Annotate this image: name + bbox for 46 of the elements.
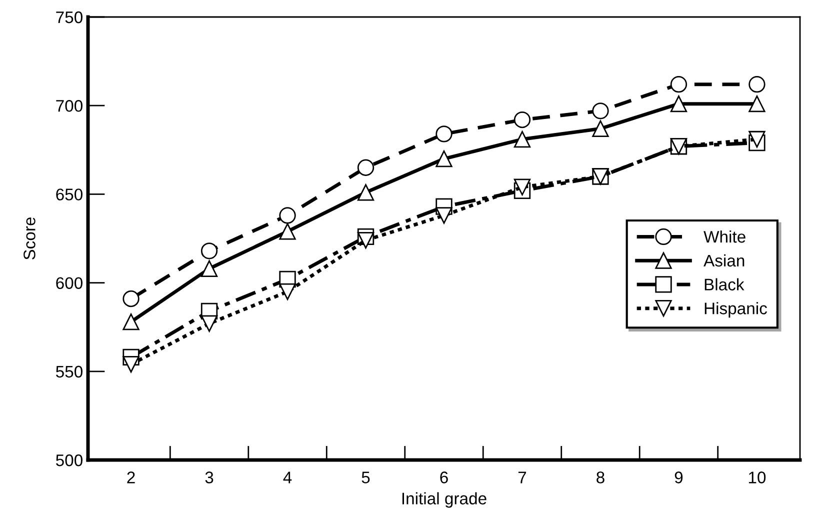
point [748, 76, 766, 93]
point [357, 184, 374, 201]
y-tick-label: 750 [56, 11, 82, 24]
x-tick-label: 2 [127, 472, 135, 484]
x-tick-label: 8 [596, 472, 604, 484]
point [357, 159, 374, 176]
point [122, 290, 140, 308]
y-tick-label: 550 [56, 366, 82, 378]
x-tick-label: 10 [748, 472, 766, 484]
point [279, 283, 296, 300]
x-tick-label: 3 [205, 472, 214, 484]
point [200, 242, 218, 260]
point [514, 111, 531, 128]
point [592, 102, 609, 120]
y-tick-label: 650 [56, 188, 82, 200]
point [514, 178, 531, 196]
point [357, 232, 374, 249]
point [200, 315, 218, 332]
point [279, 223, 296, 240]
point [436, 150, 452, 168]
point [279, 207, 296, 224]
x-tick-label: 7 [518, 472, 526, 484]
x-axis-title: Initial grade [402, 492, 486, 508]
point [748, 95, 766, 112]
point [436, 207, 452, 224]
x-tick-label: 6 [440, 472, 448, 484]
legend-label: White [704, 230, 746, 243]
point [748, 130, 766, 148]
y-tick-label: 700 [56, 100, 82, 112]
x-tick-label: 5 [362, 472, 370, 484]
x-tick-label: 4 [283, 472, 292, 484]
y-tick-label: 600 [56, 277, 82, 290]
point [122, 356, 140, 373]
legend-label: Black [704, 278, 744, 290]
point [670, 95, 688, 112]
point [200, 260, 218, 277]
x-tick-label: 9 [674, 472, 683, 484]
point [514, 130, 531, 148]
legend-label: Hispanic [704, 302, 767, 318]
y-axis-title: Score [24, 217, 36, 260]
point [670, 76, 688, 93]
y-tick-label: 500 [56, 454, 82, 466]
point [122, 313, 140, 330]
legend-label: Asian [704, 254, 744, 267]
point [436, 126, 452, 142]
point [592, 120, 609, 137]
